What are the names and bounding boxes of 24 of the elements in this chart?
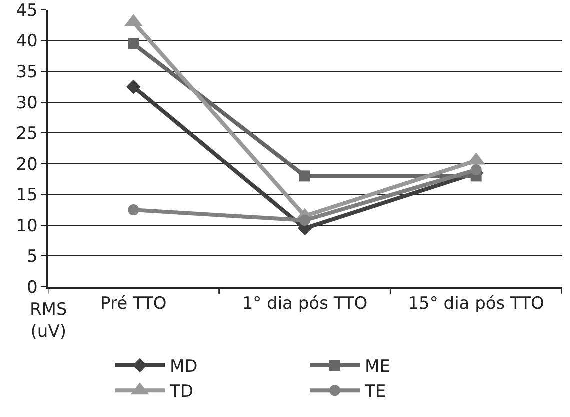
y-tick-label: 45 bbox=[16, 0, 38, 21]
legend-label: TE bbox=[364, 382, 386, 402]
x-tick-label: 1° dia pós TTO bbox=[242, 294, 368, 314]
y-tick-label: 5 bbox=[27, 247, 38, 268]
y-axis-title: RMS (uV) bbox=[30, 300, 68, 342]
y-tick-label: 10 bbox=[16, 216, 38, 236]
y-tick-label: 15 bbox=[16, 186, 38, 206]
point bbox=[126, 80, 141, 94]
point bbox=[128, 38, 140, 50]
point bbox=[470, 164, 482, 176]
point bbox=[300, 170, 310, 182]
y-tick-label: 25 bbox=[16, 124, 38, 144]
y-tick-label: 30 bbox=[16, 93, 38, 114]
legend-label: MD bbox=[170, 357, 198, 378]
legend-label: ME bbox=[365, 357, 390, 378]
x-tick-label: Pré TTO bbox=[100, 294, 167, 314]
legend-label: TD bbox=[169, 382, 194, 402]
point bbox=[128, 204, 140, 216]
y-tick-label: 40 bbox=[16, 32, 38, 52]
y-tick-label: 35 bbox=[16, 62, 38, 83]
point bbox=[300, 215, 310, 226]
x-tick-label: 15° dia pós TTO bbox=[408, 294, 544, 314]
y-tick-label: 0 bbox=[27, 278, 38, 298]
y-tick-label: 20 bbox=[16, 154, 38, 175]
